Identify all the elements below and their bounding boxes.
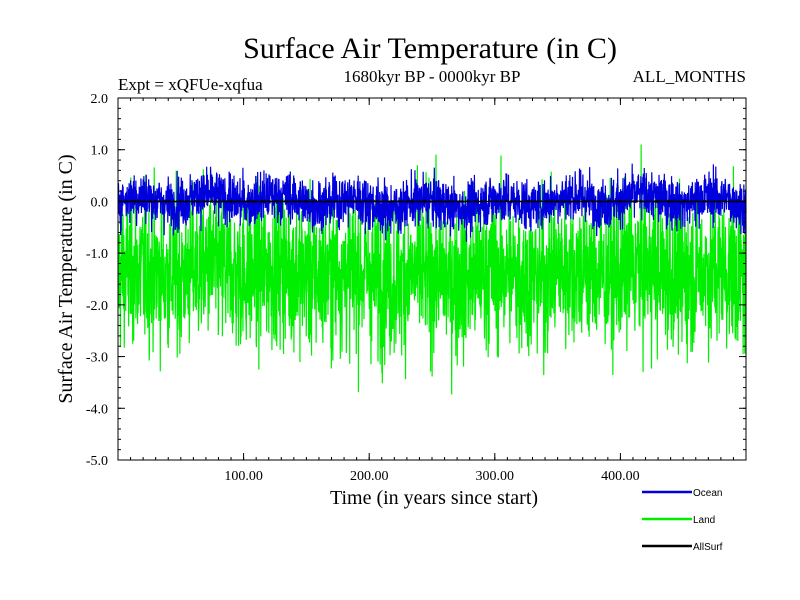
x-axis-label: Time (in years since start) (330, 487, 538, 509)
plot-area (117, 144, 747, 395)
y-tick-label: 0.0 (91, 195, 109, 210)
y-tick-label: 1.0 (91, 144, 109, 159)
y-tick-label: -4.0 (86, 402, 108, 417)
legend: Ocean Land AllSurf (642, 488, 723, 553)
y-axis-label: Surface Air Temperature (in C) (55, 154, 77, 403)
y-tick-label: 2.0 (91, 92, 109, 107)
months-label: ALL_MONTHS (633, 67, 746, 86)
legend-label-land: Land (693, 515, 715, 526)
experiment-label: Expt = xQFUe-xqfua (118, 75, 263, 94)
legend-label-allsurf: AllSurf (693, 542, 723, 553)
series-line-land (117, 144, 747, 395)
y-tick-label: -3.0 (86, 351, 108, 366)
x-tick-label: 300.00 (476, 469, 515, 484)
legend-label-ocean: Ocean (693, 488, 722, 499)
chart-title: Surface Air Temperature (in C) (243, 32, 617, 65)
x-tick-label: 400.00 (601, 469, 640, 484)
period-label: 1680kyr BP - 0000kyr BP (344, 67, 521, 86)
x-tick-label: 100.00 (224, 469, 263, 484)
y-tick-label: -5.0 (86, 454, 108, 469)
y-tick-label: -1.0 (86, 247, 108, 262)
axes: 2.0 1.0 0.0 -1.0 -2.0 -3.0 -4.0 -5.0 100.00 200.0… (86, 92, 746, 484)
x-tick-label: 200.00 (350, 469, 389, 484)
y-tick-label: -2.0 (86, 299, 108, 314)
series-line-ocean (117, 163, 747, 242)
